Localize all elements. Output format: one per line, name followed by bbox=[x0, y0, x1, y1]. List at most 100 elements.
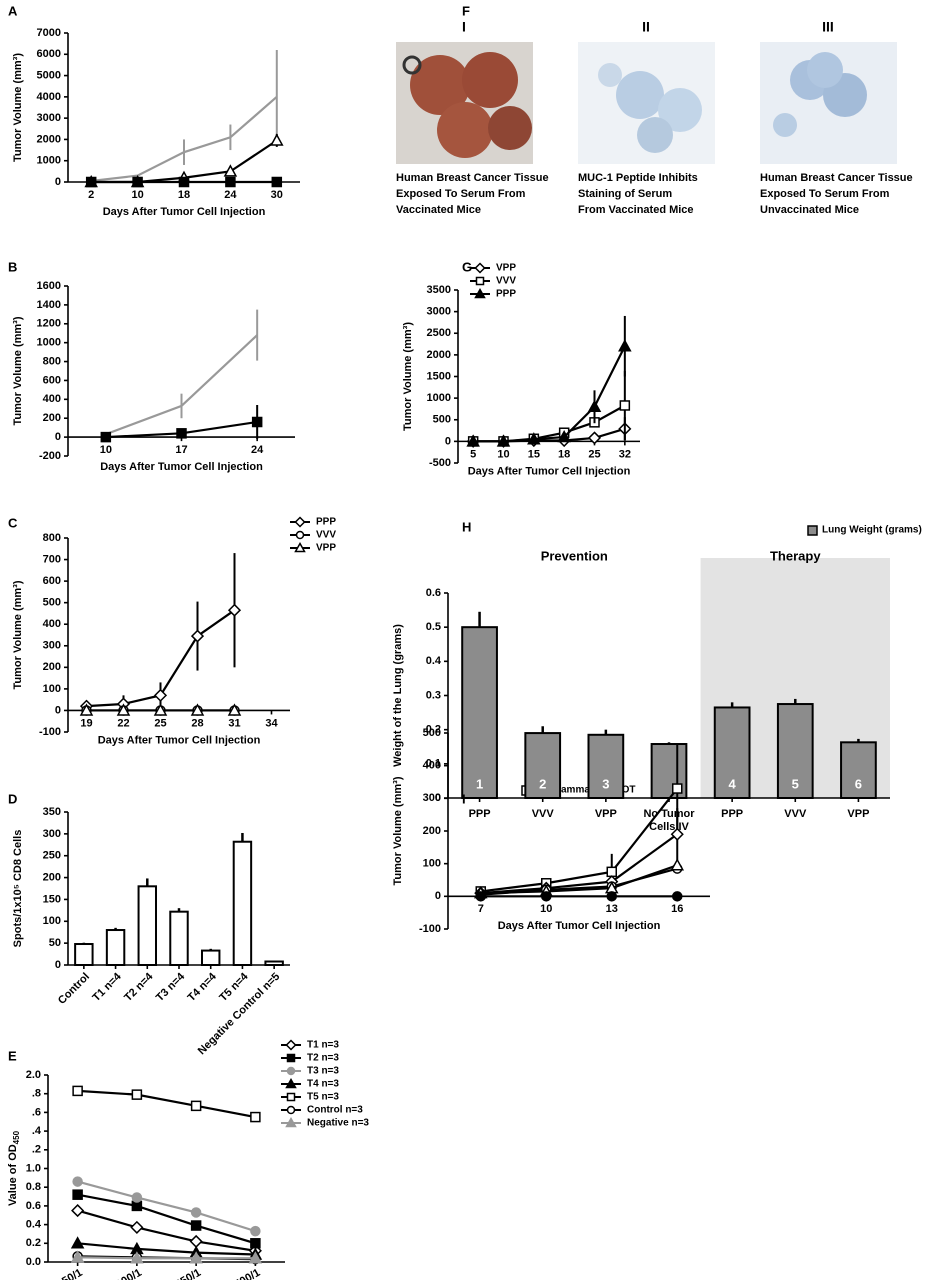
panel-label: D bbox=[8, 791, 17, 806]
x-tick-label: 32 bbox=[619, 448, 631, 460]
y-tick-label: 3000 bbox=[427, 306, 451, 318]
y-tick-label: -500 bbox=[429, 457, 451, 469]
marker bbox=[294, 541, 306, 553]
y-tick-label: 300 bbox=[43, 640, 61, 652]
y-tick-label: 0.5 bbox=[426, 621, 441, 633]
marker bbox=[295, 530, 305, 540]
y-axis-label-text: Spots/1x10⁵ CD8 Cells bbox=[12, 830, 24, 948]
bar bbox=[74, 943, 94, 967]
series-line bbox=[77, 1089, 256, 1119]
x-tick-label: VPP bbox=[847, 808, 869, 820]
caption: Staining of Serum bbox=[578, 188, 672, 200]
marker bbox=[587, 399, 602, 413]
series-line bbox=[77, 1256, 256, 1260]
marker bbox=[189, 1234, 203, 1248]
y-axis-label: Spots/1x10⁵ CD8 Cells bbox=[12, 830, 24, 948]
y-tick-label: 0.6 bbox=[426, 587, 441, 599]
marker bbox=[131, 1200, 143, 1212]
panel-label: I bbox=[462, 791, 466, 806]
y-tick-label: 350 bbox=[43, 806, 61, 818]
x-tick-label: PPP bbox=[469, 808, 491, 820]
x-tick-label: PPP bbox=[721, 808, 743, 820]
legend-label: IFN gamma ELISPOT bbox=[536, 785, 635, 796]
y-tick-label: 2000 bbox=[37, 133, 61, 145]
y-axis-label: Tumor Volume (mm³) bbox=[392, 776, 404, 885]
x-tick-label: T4 n=4 bbox=[186, 970, 220, 1004]
bar bbox=[713, 706, 751, 799]
x-tick-label: 16 bbox=[671, 903, 683, 915]
x-tick-label: 250/1 bbox=[173, 1267, 203, 1280]
x-tick-label: 31 bbox=[228, 717, 240, 729]
y-tick-label: 800 bbox=[43, 532, 61, 544]
x-tick-label: T3 n=4 bbox=[154, 970, 188, 1004]
series-line bbox=[77, 1180, 256, 1233]
y-tick-label: .2 bbox=[32, 1144, 41, 1156]
bar bbox=[776, 703, 814, 800]
y-tick-label: 200 bbox=[43, 412, 61, 424]
x-tick-label: 22 bbox=[117, 717, 129, 729]
y-tick-label: 400 bbox=[423, 760, 441, 772]
legend-label: T5 n=3 bbox=[307, 1092, 339, 1103]
marker bbox=[248, 1251, 263, 1264]
bar bbox=[137, 885, 158, 966]
marker bbox=[131, 1089, 143, 1100]
bar-number: 6 bbox=[855, 776, 862, 791]
y-tick-label: 1000 bbox=[427, 392, 451, 404]
y-tick-label: 0.4 bbox=[426, 655, 442, 667]
bar bbox=[840, 741, 877, 800]
marker bbox=[130, 1251, 144, 1264]
caption: Unvaccinated Mice bbox=[760, 204, 859, 216]
marker bbox=[286, 1053, 296, 1063]
marker bbox=[475, 891, 486, 902]
marker bbox=[286, 1105, 296, 1115]
series-line bbox=[77, 1193, 256, 1245]
marker bbox=[85, 176, 97, 188]
bar-number: 4 bbox=[729, 776, 737, 791]
y-tick-label: 0.2 bbox=[26, 1237, 41, 1249]
panel-label: E bbox=[8, 1048, 17, 1063]
y-tick-label: 500 bbox=[423, 727, 441, 739]
marker bbox=[606, 866, 617, 878]
bar bbox=[169, 910, 189, 967]
marker bbox=[72, 1176, 83, 1187]
marker bbox=[71, 1204, 85, 1218]
y-tick-label: 1600 bbox=[37, 280, 61, 292]
marker bbox=[190, 703, 205, 716]
caption: Exposed To Serum From bbox=[760, 188, 890, 200]
marker bbox=[251, 416, 263, 428]
panel-label: H bbox=[462, 519, 471, 534]
x-tick-label: 500/1 bbox=[232, 1267, 262, 1280]
x-axis-label: Days After Tumor Cell Injection bbox=[100, 461, 263, 473]
x-tick-label: 10 bbox=[131, 189, 143, 201]
y-tick-label: .6 bbox=[32, 1106, 41, 1118]
group-label: Prevention bbox=[541, 548, 608, 563]
bar bbox=[232, 840, 253, 966]
marker bbox=[466, 434, 480, 447]
marker bbox=[285, 1077, 297, 1089]
y-tick-label: 200 bbox=[43, 661, 61, 673]
series-line bbox=[480, 787, 679, 893]
x-tick-label: 19 bbox=[80, 717, 92, 729]
legend-label: PPP bbox=[496, 289, 516, 300]
legend-label: Negative n=3 bbox=[307, 1118, 369, 1129]
marker bbox=[176, 428, 187, 439]
series-line bbox=[105, 334, 258, 436]
marker bbox=[474, 262, 486, 274]
image-numeral: I bbox=[462, 19, 466, 35]
marker bbox=[72, 1085, 83, 1097]
y-axis-label: Tumor Volume (mm³) bbox=[12, 316, 24, 425]
x-tick-label: 50/1 bbox=[60, 1267, 85, 1280]
x-axis-label: Days After Tumor Cell Injection bbox=[468, 465, 631, 477]
marker bbox=[496, 434, 511, 447]
x-tick-label: 100/1 bbox=[114, 1267, 144, 1280]
bar-number: 3 bbox=[602, 776, 609, 791]
x-tick-label: 25 bbox=[588, 448, 600, 460]
marker bbox=[541, 891, 552, 902]
marker bbox=[132, 176, 143, 188]
y-tick-label: 800 bbox=[43, 355, 61, 367]
y-tick-label: 500 bbox=[433, 414, 451, 426]
y-axis-label-text: Tumor Volume (mm³) bbox=[12, 316, 24, 425]
y-tick-label: 6000 bbox=[37, 48, 61, 60]
marker bbox=[130, 1220, 144, 1234]
